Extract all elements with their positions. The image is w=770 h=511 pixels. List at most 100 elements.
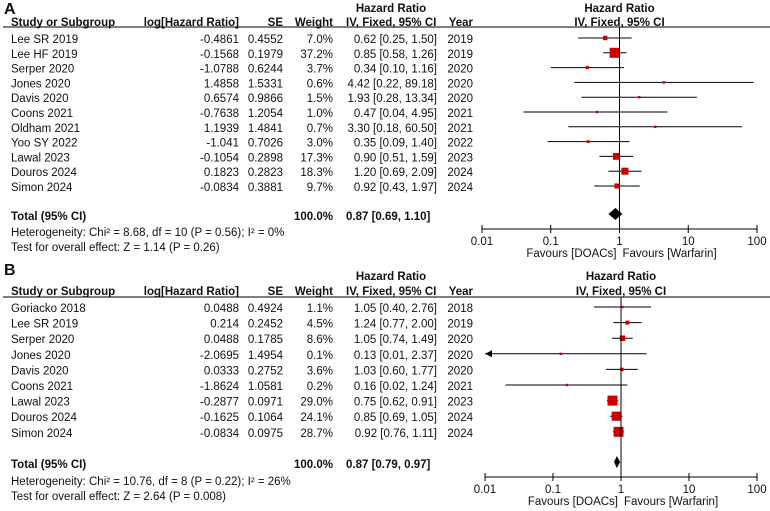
hazard-ratio-ci: 0.62 [0.25, 1.50] — [354, 34, 437, 46]
standard-error: 0.1785 — [248, 334, 283, 346]
log-hr: -0.4861 — [200, 34, 239, 46]
effect-marker — [662, 81, 666, 84]
standard-error: 0.2823 — [248, 167, 283, 179]
study-row: Serper 2020 -1.0788 0.6244 3.7% 0.34 [0.10, … — [11, 64, 624, 76]
plot-header-title: Hazard Ratio — [584, 3, 654, 15]
study-row: Lawal 2023 -0.1054 0.2898 17.3% 0.90 [0.51, … — [11, 152, 634, 164]
hazard-ratio-ci: 1.05 [0.74, 1.49] — [354, 334, 437, 346]
favours-right-label: Favours [Warfarin] — [624, 496, 718, 508]
weight: 3.7% — [307, 64, 333, 76]
effect-marker — [595, 110, 599, 114]
weight: 3.0% — [307, 138, 333, 150]
table-group-header: Hazard Ratio — [356, 3, 426, 15]
year: 2019 — [447, 319, 473, 331]
study-name: Douros 2024 — [11, 167, 77, 179]
weight: 7.0% — [307, 34, 333, 46]
total-ci: 0.87 [0.69, 1.10] — [346, 211, 431, 223]
x-tick-label: 1 — [616, 236, 622, 248]
log-hr: -0.0834 — [200, 182, 240, 194]
year: 2020 — [447, 350, 473, 362]
hazard-ratio-ci: 0.13 [0.01, 2.37] — [354, 350, 437, 362]
study-name: Simon 2024 — [11, 182, 73, 194]
study-row: Coons 2021 -1.8624 1.0581 0.2% 0.16 [0.02, 1… — [11, 381, 628, 393]
log-hr: 0.0333 — [204, 365, 239, 377]
column-header: Weight — [295, 17, 333, 29]
weight: 29.0% — [300, 397, 333, 409]
year: 2021 — [447, 108, 473, 120]
year: 2020 — [447, 93, 473, 105]
study-row: Jones 2020 1.4858 1.5331 0.6% 4.42 [0.22, 89… — [11, 78, 754, 90]
year: 2023 — [447, 397, 473, 409]
hazard-ratio-ci: 1.03 [0.60, 1.77] — [354, 365, 437, 377]
effect-marker — [603, 35, 608, 41]
study-name: Jones 2020 — [11, 78, 70, 90]
log-hr: -0.7638 — [200, 108, 239, 120]
log-hr: -1.0788 — [200, 64, 239, 76]
hazard-ratio-ci: 0.92 [0.76, 1.11] — [355, 428, 437, 440]
standard-error: 0.3881 — [248, 182, 283, 194]
total-label: Total (95% CI) — [11, 459, 86, 471]
study-name: Lee HF 2019 — [11, 49, 78, 61]
weight: 28.7% — [300, 428, 333, 440]
year: 2023 — [447, 152, 473, 164]
study-row: Goriacko 2018 0.0488 0.4924 1.1% 1.05 [0.40,… — [11, 303, 651, 315]
study-row: Oldham 2021 1.1939 1.4841 0.7% 3.30 [0.18, 6… — [11, 123, 742, 135]
standard-error: 0.2452 — [248, 319, 283, 331]
standard-error: 1.5331 — [248, 78, 283, 90]
x-tick-label: 100 — [747, 236, 766, 248]
log-hr: 0.0488 — [204, 334, 239, 346]
effect-marker — [585, 66, 589, 70]
log-hr: -0.1054 — [200, 152, 240, 164]
x-tick-label: 1 — [618, 484, 624, 496]
favours-right-label: Favours [Warfarin] — [623, 248, 717, 260]
total-ci: 0.87 [0.79, 0.97] — [346, 459, 431, 471]
study-name: Lee SR 2019 — [11, 319, 78, 331]
standard-error: 0.1064 — [248, 412, 284, 424]
standard-error: 0.4552 — [248, 34, 283, 46]
weight: 3.6% — [307, 365, 333, 377]
standard-error: 0.4924 — [248, 303, 284, 315]
plot-header-title: Hazard Ratio — [586, 271, 656, 283]
heterogeneity-text: Heterogeneity: Chi² = 10.76, df = 8 (P =… — [11, 476, 291, 488]
hazard-ratio-ci: 1.05 [0.40, 2.76] — [354, 303, 437, 315]
study-row: Davis 2020 0.0333 0.2752 3.6% 1.03 [0.60, 1.… — [11, 365, 638, 377]
study-row: Lee SR 2019 0.214 0.2452 4.5% 1.24 [0.77, 2.… — [11, 319, 642, 331]
study-row: Simon 2024 -0.0834 0.3881 9.7% 0.92 [0.43, 1… — [11, 182, 640, 194]
study-name: Coons 2021 — [11, 381, 73, 393]
effect-marker — [621, 167, 629, 175]
standard-error: 1.0581 — [248, 381, 283, 393]
panel-b: B Hazard Ratio Hazard Ratio IV, Fixed, 95% … — [3, 262, 770, 508]
year: 2021 — [447, 381, 473, 393]
log-hr: 1.4858 — [204, 78, 239, 90]
log-hr: 0.214 — [210, 319, 239, 331]
log-hr: -2.0695 — [200, 350, 239, 362]
column-header: log[Hazard Ratio] — [144, 286, 239, 298]
hazard-ratio-ci: 0.85 [0.58, 1.26] — [354, 49, 437, 61]
pooled-diamond — [614, 456, 621, 468]
log-hr: -0.1625 — [200, 412, 239, 424]
column-header: Study or Subgroup — [11, 286, 115, 298]
weight: 4.5% — [307, 319, 333, 331]
study-name: Yoo SY 2022 — [11, 138, 78, 150]
total-label: Total (95% CI) — [11, 211, 86, 223]
effect-marker — [613, 426, 624, 437]
effect-marker — [620, 367, 624, 372]
weight: 1.1% — [307, 303, 333, 315]
year: 2024 — [447, 167, 473, 179]
pooled-diamond — [608, 208, 623, 220]
log-hr: -1.8624 — [200, 381, 240, 393]
standard-error: 0.1979 — [248, 49, 283, 61]
favours-left-label: Favours [DOACs] — [528, 496, 618, 508]
x-tick-label: 0.01 — [474, 484, 496, 496]
year: 2020 — [447, 78, 473, 90]
study-name: Serper 2020 — [11, 334, 74, 346]
study-name: Simon 2024 — [11, 428, 73, 440]
total-weight: 100.0% — [294, 211, 333, 223]
column-header: Year — [449, 286, 474, 298]
study-row: Douros 2024 -0.1625 0.1064 24.1% 0.85 [0.69,… — [11, 411, 623, 424]
column-header: log[Hazard Ratio] — [144, 17, 239, 29]
effect-marker — [637, 96, 641, 99]
weight: 37.2% — [300, 49, 333, 61]
hazard-ratio-ci: 0.92 [0.43, 1.97] — [354, 182, 437, 194]
